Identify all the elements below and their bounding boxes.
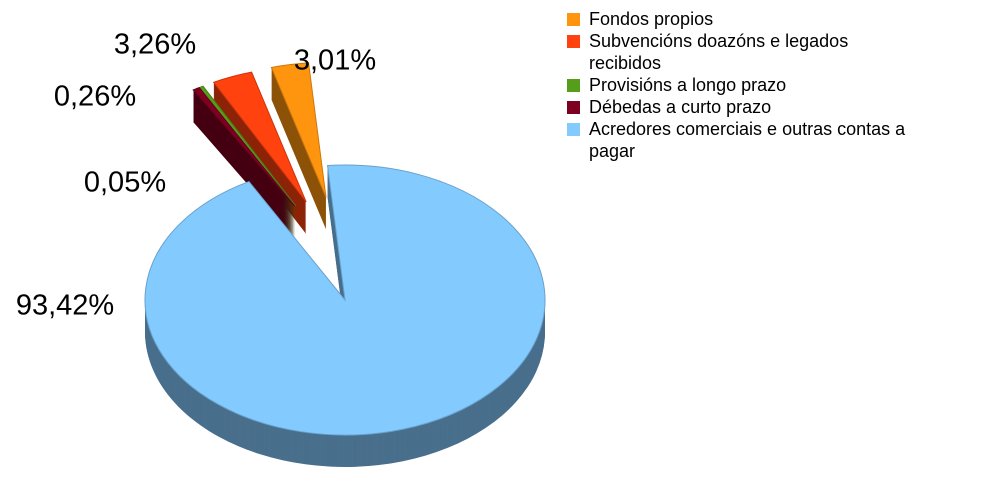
legend-swatch (567, 123, 580, 136)
legend-label: Subvencións doazóns e legados recibidos (589, 31, 849, 73)
legend-label: Provisións a longo prazo (589, 75, 787, 95)
legend-item: Acredores comerciais e outras contas a p… (567, 118, 917, 162)
legend-swatch (567, 79, 580, 92)
legend-label: Débedas a curto prazo (589, 97, 772, 117)
value-label: 93,42% (16, 290, 114, 322)
slice (144, 164, 546, 436)
value-label: 3,26% (114, 29, 196, 61)
legend-label: Acredores comerciais e outras contas a p… (589, 119, 906, 161)
value-label: 0,05% (84, 167, 166, 199)
legend-item: Débedas a curto prazo (567, 96, 917, 118)
legend-label: Fondos propios (589, 9, 714, 29)
slice (192, 87, 296, 207)
slice (270, 62, 327, 198)
value-label: 0,26% (54, 81, 136, 113)
slice (212, 71, 307, 203)
legend-item: Provisións a longo prazo (567, 74, 917, 96)
value-label: 3,01% (294, 45, 376, 77)
legend: Fondos propios Subvencións doazóns e lega… (567, 8, 917, 162)
legend-swatch (567, 101, 580, 114)
legend-item: Fondos propios (567, 8, 917, 30)
legend-item: Subvencións doazóns e legados recibidos (567, 30, 917, 74)
legend-swatch (567, 13, 580, 26)
legend-swatch (567, 35, 580, 48)
